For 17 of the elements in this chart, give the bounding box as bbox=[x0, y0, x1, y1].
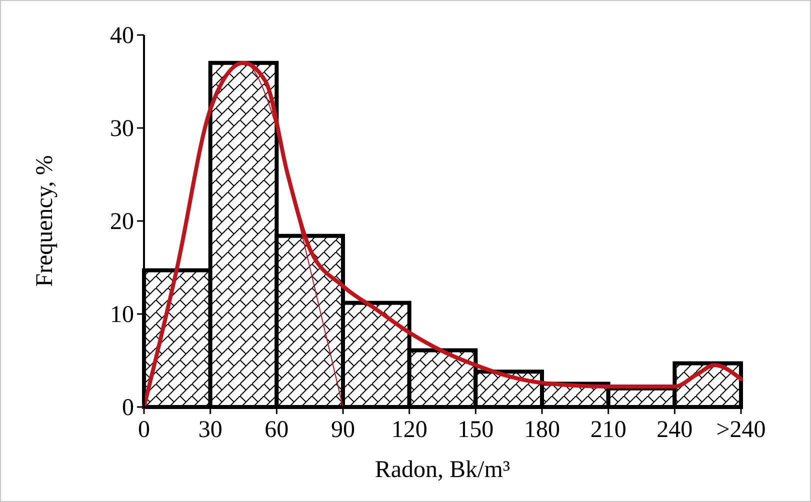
x-tick-label: 120 bbox=[391, 417, 428, 443]
y-tick-label: 10 bbox=[110, 302, 134, 328]
x-tick-label: 90 bbox=[331, 417, 355, 443]
x-tick-label: 240 bbox=[656, 417, 693, 443]
y-tick-label: 20 bbox=[110, 209, 134, 235]
y-tick-label: 40 bbox=[110, 23, 134, 49]
y-axis-title: Frequency, % bbox=[32, 155, 58, 287]
x-tick-label: >240 bbox=[716, 417, 766, 443]
y-tick-label: 30 bbox=[110, 116, 134, 142]
y-tick-label: 0 bbox=[122, 395, 134, 421]
x-tick-label: 150 bbox=[458, 417, 494, 443]
x-tick-label: 0 bbox=[138, 417, 150, 443]
x-tick-label: 30 bbox=[198, 417, 222, 443]
x-tick-label: 60 bbox=[264, 417, 289, 443]
x-axis-title: Radon, Bk/m³ bbox=[374, 457, 510, 483]
x-tick-label: 210 bbox=[590, 417, 626, 443]
x-tick-label: 180 bbox=[524, 417, 560, 443]
